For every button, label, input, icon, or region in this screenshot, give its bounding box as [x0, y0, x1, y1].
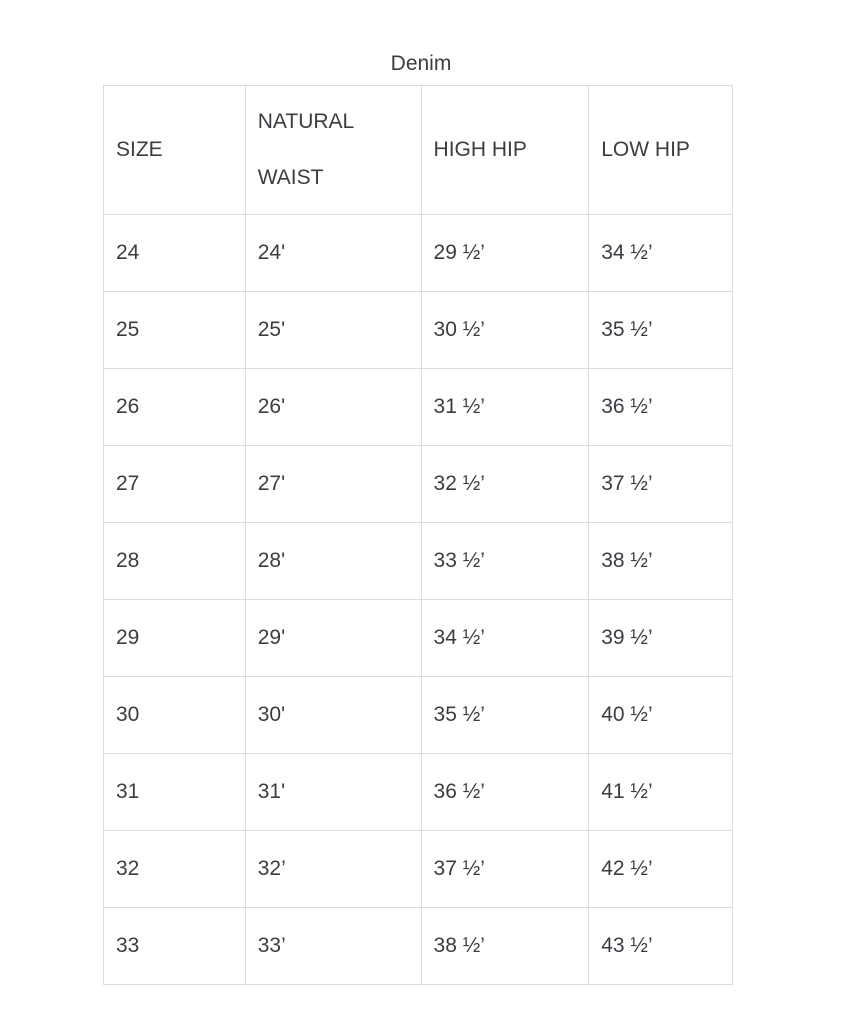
table-row: 33 33’ 38 ½’ 43 ½’: [103, 907, 733, 985]
cell-high-hip: 31 ½’: [420, 368, 590, 446]
cell-low-hip: 35 ½’: [588, 291, 733, 369]
cell-size: 26: [103, 368, 246, 446]
cell-high-hip: 34 ½’: [420, 599, 590, 677]
table-row: 26 26' 31 ½’ 36 ½’: [103, 368, 733, 446]
cell-size: 27: [103, 445, 246, 523]
cell-high-hip: 30 ½’: [420, 291, 590, 369]
cell-natural-waist: 27': [244, 445, 422, 523]
cell-natural-waist: 33’: [244, 907, 422, 985]
cell-natural-waist: 28': [244, 522, 422, 600]
cell-high-hip: 33 ½’: [420, 522, 590, 600]
cell-low-hip: 39 ½’: [588, 599, 733, 677]
header-row: SIZE NATURAL WAIST HIGH HIP LOW HIP: [103, 85, 733, 215]
cell-size: 33: [103, 907, 246, 985]
cell-low-hip: 41 ½’: [588, 753, 733, 831]
cell-size: 30: [103, 676, 246, 754]
cell-high-hip: 37 ½’: [420, 830, 590, 908]
header-low-hip: LOW HIP: [588, 85, 733, 215]
cell-size: 24: [103, 214, 246, 292]
table-row: 25 25' 30 ½’ 35 ½’: [103, 291, 733, 369]
cell-low-hip: 37 ½’: [588, 445, 733, 523]
table-row: 27 27' 32 ½’ 37 ½’: [103, 445, 733, 523]
size-chart-table: SIZE NATURAL WAIST HIGH HIP LOW HIP 24 24' 29 …: [103, 85, 733, 985]
header-size: SIZE: [103, 85, 246, 215]
table-row: 24 24' 29 ½’ 34 ½’: [103, 214, 733, 292]
cell-size: 29: [103, 599, 246, 677]
header-high-hip: HIGH HIP: [420, 85, 590, 215]
table-row: 30 30' 35 ½’ 40 ½’: [103, 676, 733, 754]
cell-natural-waist: 29': [244, 599, 422, 677]
cell-high-hip: 32 ½’: [420, 445, 590, 523]
cell-low-hip: 40 ½’: [588, 676, 733, 754]
cell-natural-waist: 32’: [244, 830, 422, 908]
cell-high-hip: 38 ½’: [420, 907, 590, 985]
cell-high-hip: 35 ½’: [420, 676, 590, 754]
cell-high-hip: 29 ½’: [420, 214, 590, 292]
cell-natural-waist: 24': [244, 214, 422, 292]
cell-natural-waist: 30': [244, 676, 422, 754]
table-row: 32 32’ 37 ½’ 42 ½’: [103, 830, 733, 908]
cell-low-hip: 42 ½’: [588, 830, 733, 908]
cell-high-hip: 36 ½’: [420, 753, 590, 831]
header-natural-waist: NATURAL WAIST: [244, 85, 422, 215]
table-row: 31 31' 36 ½’ 41 ½’: [103, 753, 733, 831]
cell-natural-waist: 26': [244, 368, 422, 446]
cell-natural-waist: 31': [244, 753, 422, 831]
table-row: 29 29' 34 ½’ 39 ½’: [103, 599, 733, 677]
table-caption: Denim: [390, 52, 452, 75]
cell-low-hip: 36 ½’: [588, 368, 733, 446]
cell-low-hip: 34 ½’: [588, 214, 733, 292]
cell-size: 31: [103, 753, 246, 831]
cell-natural-waist: 25': [244, 291, 422, 369]
cell-low-hip: 43 ½’: [588, 907, 733, 985]
cell-size: 25: [103, 291, 246, 369]
cell-low-hip: 38 ½’: [588, 522, 733, 600]
cell-size: 28: [103, 522, 246, 600]
table-row: 28 28' 33 ½’ 38 ½’: [103, 522, 733, 600]
cell-size: 32: [103, 830, 246, 908]
